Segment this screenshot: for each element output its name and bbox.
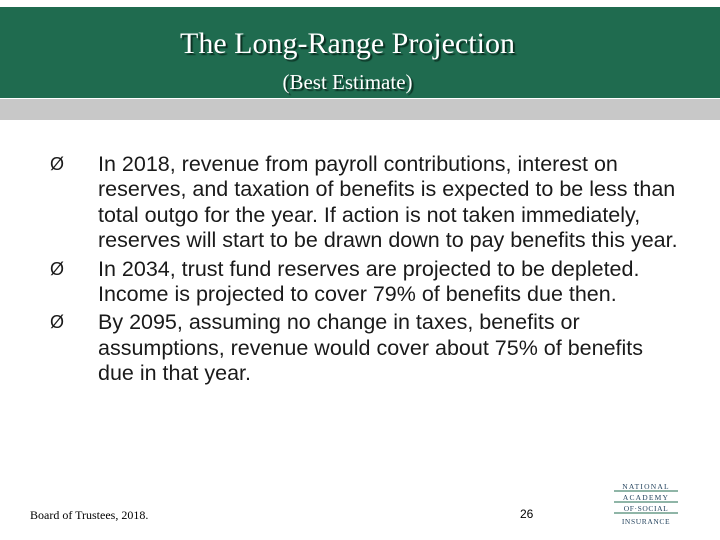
nasi-logo-graphic: NATIONAL ACADEMY OF·SOCIAL INSURANCE — [614, 482, 678, 526]
slide-header: The Long-Range Projection (Best Estimate… — [0, 7, 720, 98]
bullet-text: In 2018, revenue from payroll contributi… — [98, 152, 678, 253]
bullet-item: Ø By 2095, assuming no change in taxes, … — [38, 310, 708, 386]
arrow-bullet-icon: Ø — [50, 312, 65, 333]
logo-line-3: OF·SOCIAL — [624, 504, 669, 513]
bullet-list: Ø In 2018, revenue from payroll contribu… — [38, 152, 708, 390]
bullet-text: In 2034, trust fund reserves are project… — [98, 256, 640, 307]
slide-subtitle: (Best Estimate) — [282, 70, 413, 94]
bullet-text: By 2095, assuming no change in taxes, be… — [98, 310, 643, 386]
logo-line-1: NATIONAL — [622, 482, 670, 491]
nasi-logo: NATIONAL ACADEMY OF·SOCIAL INSURANCE — [612, 482, 680, 528]
logo-line-2: ACADEMY — [623, 493, 669, 502]
arrow-bullet-icon: Ø — [50, 258, 65, 279]
arrow-bullet-icon: Ø — [50, 154, 65, 174]
bullet-item: Ø In 2034, trust fund reserves are proje… — [38, 257, 708, 308]
logo-line-4: INSURANCE — [622, 517, 670, 526]
slide-title: The Long-Range Projection — [180, 27, 515, 60]
page-number: 26 — [520, 507, 534, 521]
footer-source: Board of Trustees, 2018. — [30, 508, 149, 522]
bullet-item: Ø In 2018, revenue from payroll contribu… — [38, 152, 708, 254]
header-divider-band — [0, 99, 720, 120]
